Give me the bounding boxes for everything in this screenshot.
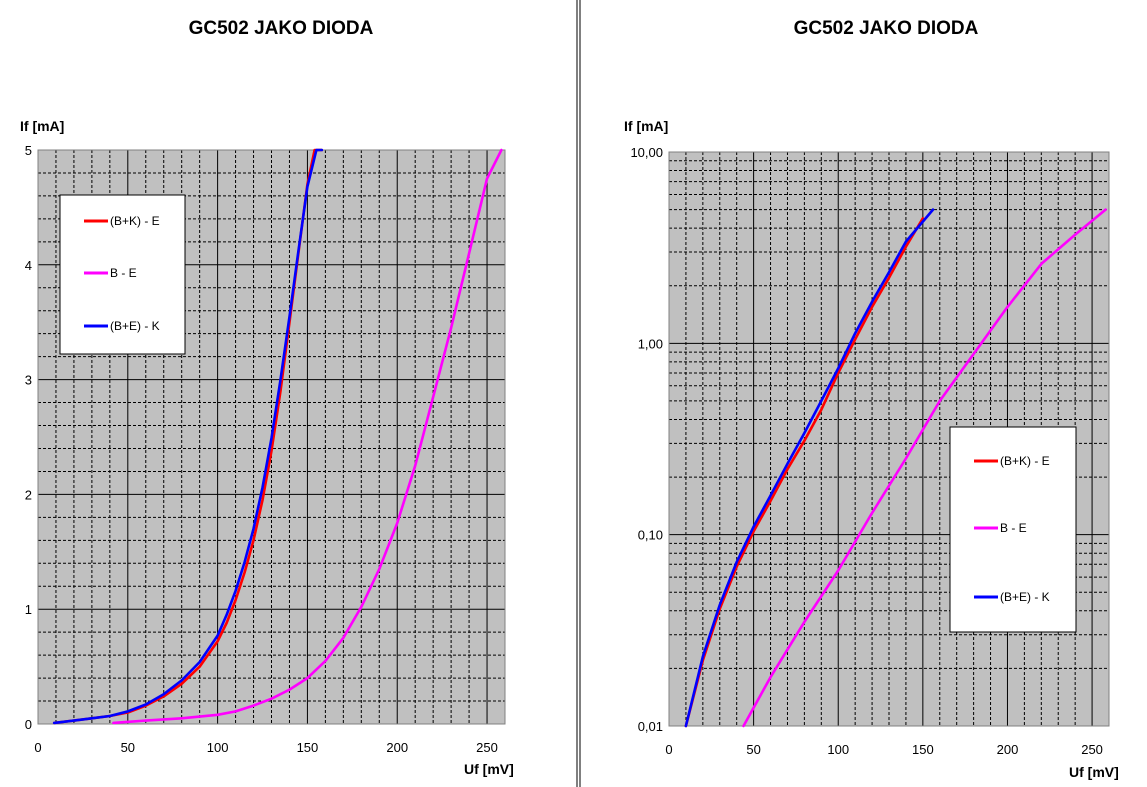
x-tick-label: 50 xyxy=(746,742,760,757)
chart-title: GC502 JAKO DIODA xyxy=(794,18,979,39)
x-tick-label: 200 xyxy=(386,740,408,755)
chart-title: GC502 JAKO DIODA xyxy=(189,18,374,39)
plot-border xyxy=(668,151,1110,727)
series-line-2 xyxy=(684,208,935,728)
x-tick-label: 250 xyxy=(1081,742,1103,757)
x-tick-label: 100 xyxy=(827,742,849,757)
y-tick-label: 5 xyxy=(25,143,32,158)
y-tick-label: 3 xyxy=(25,373,32,388)
x-axis-label: Uf [mV] xyxy=(464,761,514,777)
y-axis-label: If [mA] xyxy=(20,118,64,134)
x-tick-label: 0 xyxy=(665,742,672,757)
x-tick-label: 0 xyxy=(34,740,41,755)
y-tick-label: 1 xyxy=(25,602,32,617)
y-tick-label: 1,00 xyxy=(638,336,663,351)
y-tick-label: 0 xyxy=(25,717,32,732)
legend-label: B - E xyxy=(110,266,137,280)
y-axis-label: If [mA] xyxy=(624,118,668,134)
plot-border xyxy=(37,149,506,725)
series-line-1 xyxy=(742,208,1107,728)
y-tick-label: 4 xyxy=(25,258,32,273)
x-tick-label: 250 xyxy=(476,740,498,755)
chart-log: GC502 JAKO DIODA If [mA] Uf [mV] 0,01 0,… xyxy=(624,18,1119,780)
x-tick-label: 200 xyxy=(997,742,1019,757)
series-line-0 xyxy=(684,217,925,728)
legend: (B+K) - E B - E (B+E) - K xyxy=(949,426,1077,633)
legend-box xyxy=(949,426,1077,633)
legend-label: (B+K) - E xyxy=(1000,454,1050,468)
x-tick-label: 150 xyxy=(912,742,934,757)
y-tick-label: 10,00 xyxy=(630,145,663,160)
series-line-1 xyxy=(112,148,503,725)
y-tick-label: 2 xyxy=(25,487,32,502)
x-tick-label: 150 xyxy=(297,740,319,755)
y-tick-label: 0,01 xyxy=(638,719,663,734)
x-tick-label: 50 xyxy=(121,740,135,755)
legend-label: B - E xyxy=(1000,521,1027,535)
legend-label: (B+E) - K xyxy=(1000,590,1050,604)
y-tick-label: 0,10 xyxy=(638,528,663,543)
legend-label: (B+K) - E xyxy=(110,214,160,228)
legend: (B+K) - E B - E (B+E) - K xyxy=(59,194,186,355)
chart-linear: GC502 JAKO DIODA If [mA] Uf [mV] 0 1 2 3… xyxy=(20,18,514,777)
series-line-2 xyxy=(52,148,324,725)
x-axis-label: Uf [mV] xyxy=(1069,764,1119,780)
legend-box xyxy=(59,194,186,355)
legend-label: (B+E) - K xyxy=(110,319,160,333)
x-tick-label: 100 xyxy=(207,740,229,755)
